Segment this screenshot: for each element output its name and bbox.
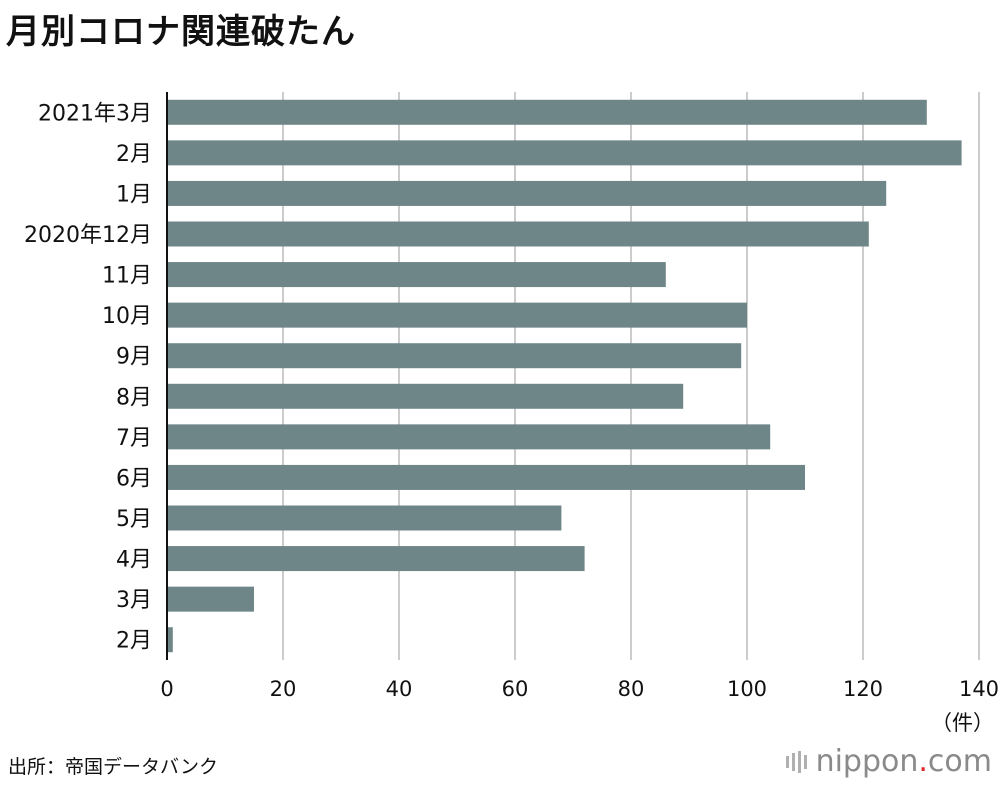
category-label: 10月 <box>102 304 152 329</box>
category-label: 2021年3月 <box>38 101 152 126</box>
logo-suffix: com <box>927 744 992 779</box>
category-label: 3月 <box>116 588 152 613</box>
category-label: 2020年12月 <box>24 223 152 248</box>
logo-dot: . <box>918 744 928 779</box>
category-label: 7月 <box>116 426 152 451</box>
category-label: 5月 <box>116 507 152 532</box>
x-tick-label: 40 <box>386 677 413 701</box>
category-label: 4月 <box>116 548 152 573</box>
x-tick-label: 120 <box>843 677 883 701</box>
category-label: 11月 <box>102 264 152 289</box>
bar <box>167 302 747 328</box>
category-label: 1月 <box>116 182 152 207</box>
logo-bars-icon <box>785 750 807 773</box>
category-label: 6月 <box>116 466 152 491</box>
x-tick-label: 140 <box>959 677 999 701</box>
category-labels: 2021年3月 2月 1月 2020年12月 11月 10月 9月 8月 7月 6月 5月 4月 3月 2… <box>24 101 152 653</box>
x-tick-label: 0 <box>160 677 173 701</box>
bar <box>167 262 666 288</box>
bar <box>167 99 927 125</box>
bar <box>167 464 805 490</box>
x-tick-label: 80 <box>618 677 645 701</box>
x-unit-label: （件） <box>931 711 994 735</box>
bar <box>167 343 742 369</box>
category-label: 2月 <box>116 629 152 654</box>
category-label: 8月 <box>116 385 152 410</box>
bar <box>167 424 771 450</box>
bar <box>167 140 962 166</box>
bar <box>167 505 562 531</box>
chart-title: 月別コロナ関連破たん <box>6 12 356 52</box>
bar <box>167 221 869 247</box>
bar <box>167 180 887 206</box>
bars <box>167 99 962 653</box>
bar <box>167 383 684 409</box>
logo-text: nippon <box>815 744 919 779</box>
bar <box>167 546 585 572</box>
x-tick-labels: 0 20 40 60 80 100 120 140 <box>160 677 999 701</box>
x-tick-label: 20 <box>270 677 297 701</box>
x-tick-label: 60 <box>502 677 529 701</box>
nippon-logo: nippon. com <box>784 744 992 779</box>
category-label: 2月 <box>116 142 152 167</box>
bar <box>167 627 173 653</box>
category-label: 9月 <box>116 345 152 370</box>
source-note: 出所：帝国データバンク <box>8 756 218 778</box>
gridlines <box>282 92 980 660</box>
x-tick-label: 100 <box>727 677 767 701</box>
bar <box>167 586 254 612</box>
